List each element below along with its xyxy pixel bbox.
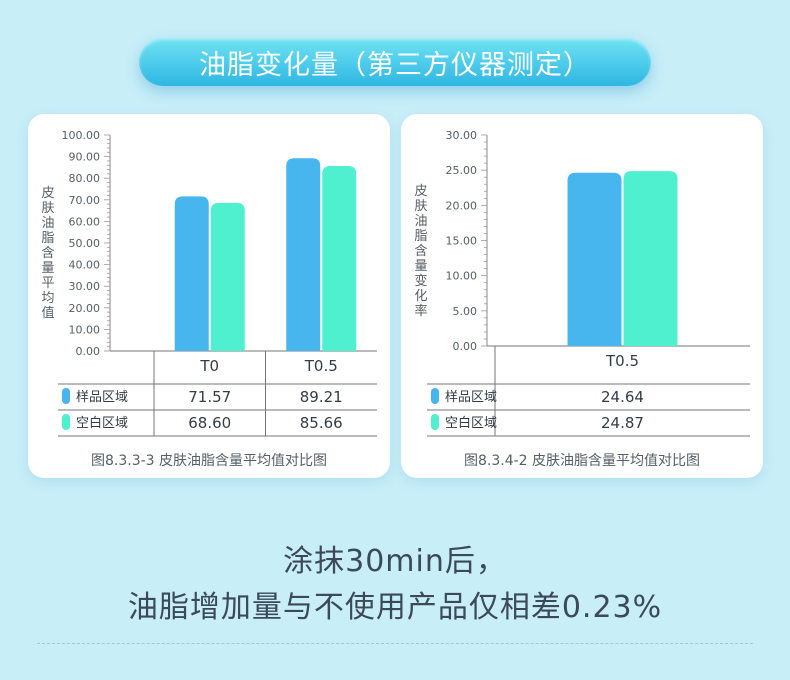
data-label: 68.60 (188, 414, 231, 432)
y-tick-label: 5.00 (453, 305, 478, 318)
y-axis-label-char: 量 (41, 261, 54, 276)
legend-label: 样品区域 (76, 390, 128, 405)
legend-label: 空白区域 (76, 415, 128, 431)
data-label: 89.21 (300, 388, 343, 406)
bottom-divider (37, 643, 753, 644)
y-tick-label: 10.00 (446, 270, 478, 283)
y-axis-label-char: 量 (414, 259, 427, 274)
chart-card-2: 30.00 25.00 20.00 15.00 10.00 5.00 0.00 皮肤油脂含量变… (401, 114, 763, 478)
y-tick-label: 60.00 (69, 215, 101, 228)
legend-swatch (431, 414, 439, 430)
data-label: 71.57 (188, 388, 231, 406)
chart-1-caption: 图8.3.3-3 皮肤油脂含量平均值对比图 (90, 453, 328, 469)
x-tick-label: T0 (199, 357, 219, 375)
y-axis-label-char: 含 (41, 245, 54, 261)
y-axis-label-char: 均 (41, 291, 54, 306)
y-axis-label-char: 皮 (414, 184, 427, 199)
y-tick-label: 0.00 (453, 340, 478, 353)
chart-2-caption: 图8.3.4-2 皮肤油脂含量平均值对比图 (463, 453, 701, 469)
chart-1-svg: 100.00 90.00 80.00 70.00 60.00 50.00 40.00 30.0… (41, 129, 377, 437)
y-axis-label-char: 油 (414, 214, 427, 229)
y-axis-label-char: 化 (414, 289, 427, 304)
data-label: 24.64 (601, 388, 644, 406)
y-axis-label-char: 含 (414, 243, 427, 259)
data-label: 24.87 (601, 414, 644, 432)
conclusion-line-2: 油脂增加量与不使用产品仅相差0.23% (127, 590, 663, 625)
y-axis-label-char: 油 (41, 216, 54, 231)
y-axis-label-char: 脂 (414, 229, 427, 244)
y-tick-label: 20.00 (446, 199, 478, 212)
y-tick-label: 100.00 (62, 129, 101, 142)
bar-sample-T0 (174, 196, 209, 351)
y-axis-label-char: 皮 (41, 186, 54, 201)
legend-swatch (62, 414, 70, 430)
y-tick-label: 0.00 (76, 345, 101, 358)
y-tick-label: 10.00 (69, 323, 101, 336)
x-tick-label: T0.5 (605, 352, 639, 370)
bar-blank-T0 (210, 202, 245, 351)
y-axis-label-char: 肤 (41, 201, 54, 216)
y-axis-label-char: 变 (414, 273, 427, 289)
y-tick-label: 80.00 (69, 172, 101, 185)
legend-swatch (62, 388, 70, 404)
bar-sample-T0.5 (286, 158, 321, 351)
y-axis-label-char: 平 (41, 276, 54, 291)
bar-blank-T0.5 (322, 165, 357, 351)
bar-sample-T0.5 (567, 172, 622, 346)
chart-2-svg: 30.00 25.00 20.00 15.00 10.00 5.00 0.00 皮肤油脂含量变… (414, 129, 750, 437)
section-title: 油脂变化量（第三方仪器测定） (139, 38, 651, 86)
y-axis-label-char: 率 (414, 303, 427, 319)
bar-blank-T0.5 (623, 171, 678, 346)
section-title-text: 油脂变化量（第三方仪器测定） (199, 49, 591, 81)
x-tick-label: T0.5 (304, 357, 338, 375)
y-tick-label: 20.00 (69, 302, 101, 315)
conclusion-line-1: 涂抹30min后， (283, 544, 507, 579)
legend-label: 样品区域 (445, 390, 497, 405)
y-axis-label-char: 值 (41, 305, 54, 321)
data-label: 85.66 (300, 414, 343, 432)
y-tick-label: 30.00 (446, 129, 478, 142)
legend-swatch (431, 388, 439, 404)
y-tick-label: 30.00 (69, 280, 101, 293)
y-tick-label: 25.00 (446, 164, 478, 177)
chart-card-1: 100.00 90.00 80.00 70.00 60.00 50.00 40.00 30.0… (28, 114, 390, 478)
legend-label: 空白区域 (445, 415, 497, 431)
y-tick-label: 40.00 (69, 259, 101, 272)
y-tick-label: 90.00 (69, 151, 101, 164)
y-tick-label: 70.00 (69, 194, 101, 207)
y-tick-label: 50.00 (69, 237, 101, 250)
y-tick-label: 15.00 (446, 235, 478, 248)
y-axis-label-char: 脂 (41, 231, 54, 246)
y-axis-label-char: 肤 (414, 199, 427, 214)
